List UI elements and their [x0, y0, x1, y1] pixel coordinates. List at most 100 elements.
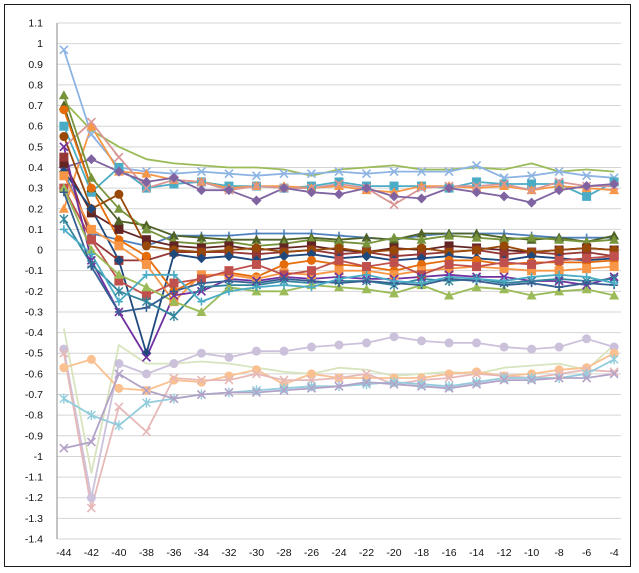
diamond-marker — [416, 193, 427, 204]
star-marker — [251, 385, 261, 396]
diamond-marker — [141, 176, 152, 187]
y-axis-tick-labels: 1.1 1 0.9 0.8 0.7 0.6 0.5 0.4 0.3 0.2 0.1 0 -0.1 -0.2… — [25, 18, 43, 546]
circle-marker — [196, 348, 206, 358]
plus-marker — [142, 303, 151, 312]
plus-marker — [307, 283, 316, 292]
circle-marker — [389, 332, 399, 342]
diamond-marker — [113, 166, 124, 177]
x-marker — [169, 394, 179, 404]
square-marker — [86, 235, 96, 245]
diamond-marker — [334, 189, 344, 200]
circle-marker — [59, 363, 69, 373]
x-marker — [114, 369, 124, 379]
x-marker — [444, 373, 454, 383]
x-marker — [86, 117, 96, 127]
triangle-marker — [361, 284, 372, 294]
y-tick-label: 0.6 — [28, 121, 43, 133]
x-marker — [114, 402, 124, 412]
x-tick-label: -24 — [331, 547, 346, 559]
diamond-marker — [609, 178, 620, 189]
x-tick-label: -10 — [524, 547, 539, 559]
y-tick-label: -0.6 — [25, 368, 43, 380]
circle-marker — [251, 365, 261, 375]
triangle-marker — [58, 183, 69, 193]
triangle-marker — [58, 203, 69, 213]
x-marker — [609, 369, 619, 379]
circle-marker — [59, 344, 69, 354]
star-marker — [609, 354, 619, 365]
x-marker — [169, 290, 179, 301]
x-marker — [334, 373, 344, 383]
x-marker — [609, 367, 619, 377]
y-tick-label: 0.7 — [28, 100, 43, 112]
plus-marker — [362, 270, 371, 279]
y-tick-label: 0.8 — [28, 79, 43, 91]
square-marker — [444, 259, 454, 269]
y-tick-label: -1.2 — [25, 492, 43, 504]
y-tick-label: -0.4 — [25, 327, 43, 339]
y-tick-label: -1.3 — [25, 513, 43, 525]
x-marker — [59, 142, 69, 152]
triangle-marker — [609, 290, 620, 300]
plus-marker — [169, 270, 178, 279]
x-marker — [59, 348, 69, 358]
x-tick-label: -36 — [166, 547, 181, 559]
triangle-marker — [141, 168, 152, 178]
circle-marker — [472, 245, 482, 255]
star-marker — [362, 379, 372, 390]
diamond-marker — [223, 185, 234, 196]
x-marker — [389, 200, 399, 210]
diamond-marker — [554, 185, 565, 196]
square-marker — [472, 262, 482, 272]
triangle-marker — [196, 306, 207, 316]
square-marker — [306, 266, 316, 276]
y-tick-label: -0.9 — [25, 430, 43, 442]
square-marker — [224, 266, 234, 276]
triangle-marker — [86, 172, 97, 182]
square-marker — [59, 171, 69, 181]
diamond-marker — [86, 203, 97, 214]
square-marker — [169, 278, 179, 288]
square-marker — [334, 266, 344, 276]
triangle-marker — [251, 234, 262, 244]
square-marker — [334, 255, 344, 265]
star-marker — [444, 381, 454, 392]
triangle-marker — [58, 90, 69, 100]
y-tick-label: 0.5 — [28, 141, 43, 153]
star-marker — [114, 286, 124, 297]
square-marker — [499, 257, 509, 267]
circle-marker — [86, 493, 96, 503]
plus-marker — [59, 188, 68, 197]
circle-marker — [362, 338, 372, 348]
x-marker — [141, 352, 151, 362]
x-marker — [361, 369, 372, 379]
x-marker — [389, 167, 399, 177]
x-marker — [554, 177, 564, 187]
x-marker — [334, 167, 344, 177]
circle-marker — [224, 371, 234, 381]
x-tick-label: -42 — [84, 547, 99, 559]
diamond-marker — [168, 249, 179, 260]
star-marker — [169, 311, 179, 322]
triangle-marker — [581, 284, 592, 294]
diamond-marker — [444, 183, 455, 194]
triangle-marker — [278, 286, 289, 296]
plus-marker — [500, 277, 509, 285]
square-marker — [609, 262, 619, 272]
plus-marker — [114, 297, 123, 306]
star-marker — [306, 381, 316, 392]
x-marker — [444, 383, 454, 393]
triangle-marker — [444, 230, 455, 240]
y-tick-label: -1.4 — [25, 534, 43, 546]
y-tick-label: -0.2 — [25, 286, 43, 298]
series-line — [63, 100, 615, 177]
x-tick-label: -40 — [111, 547, 126, 559]
y-tick-label: 1 — [37, 38, 43, 50]
triangle-marker — [389, 288, 400, 298]
plus-marker — [472, 274, 481, 283]
plus-marker — [527, 272, 536, 281]
x-marker — [582, 373, 592, 383]
x-marker — [334, 381, 344, 391]
x-tick-label: -14 — [469, 547, 484, 559]
x-tick-label: -18 — [414, 547, 429, 559]
